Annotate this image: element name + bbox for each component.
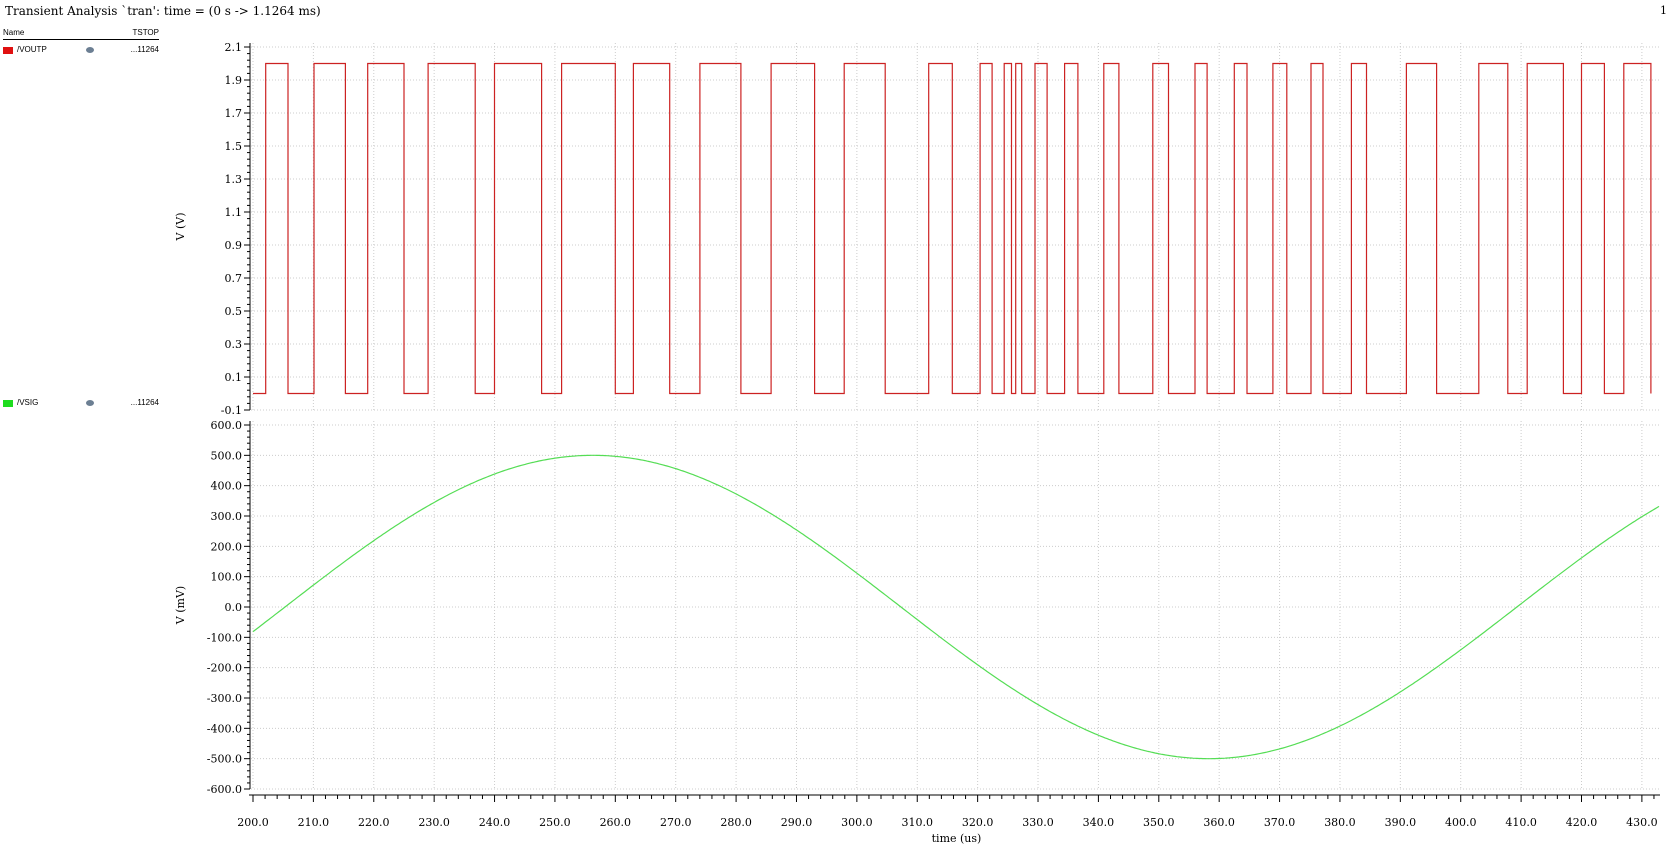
signal-row-vsig[interactable]: /VSIG ...11264 — [3, 398, 159, 410]
x-tick-label: 240.0 — [479, 816, 511, 829]
x-axis-label: time (us) — [932, 832, 982, 845]
y-tick-label: 2.1 — [225, 41, 243, 54]
y-tick-label: 1.9 — [225, 74, 243, 87]
x-tick-label: 210.0 — [298, 816, 330, 829]
x-tick-label: 380.0 — [1324, 816, 1356, 829]
x-tick-label: 230.0 — [418, 816, 450, 829]
y-tick-label: 1.1 — [225, 206, 243, 219]
x-tick-label: 250.0 — [539, 816, 571, 829]
y-tick-label: -300.0 — [207, 692, 242, 705]
y-tick-label: 100.0 — [211, 571, 243, 584]
x-tick-label: 390.0 — [1385, 816, 1417, 829]
window-title: Transient Analysis `tran': time = (0 s -… — [5, 4, 321, 18]
voutp-trace[interactable] — [253, 62, 1652, 395]
y-tick-label: 200.0 — [211, 540, 243, 553]
signal-row-voutp[interactable]: /VOUTP ...11264 — [3, 45, 159, 57]
signal-name: /VOUTP — [17, 45, 47, 54]
signal-color-swatch — [3, 47, 13, 54]
y-tick-label: 0.9 — [225, 239, 243, 252]
y-tick-label: 0.0 — [225, 601, 243, 614]
y-tick-label: 0.5 — [225, 305, 243, 318]
y-tick-label: -600.0 — [207, 783, 242, 796]
x-tick-label: 330.0 — [1022, 816, 1054, 829]
x-tick-label: 350.0 — [1143, 816, 1175, 829]
x-tick-label: 220.0 — [358, 816, 390, 829]
y-tick-label: 600.0 — [211, 419, 243, 432]
x-tick-label: 260.0 — [600, 816, 632, 829]
y-tick-label: -400.0 — [207, 722, 242, 735]
x-tick-label: 280.0 — [720, 816, 752, 829]
x-tick-label: 420.0 — [1566, 816, 1598, 829]
y-tick-label: -200.0 — [207, 662, 242, 675]
x-tick-label: 320.0 — [962, 816, 994, 829]
vsig-strip[interactable]: -600.0 -500.0 -400.0 -300.0 -200.0 -100.0 0.0 1… — [174, 419, 1660, 796]
y-tick-label: 1.7 — [225, 107, 243, 120]
x-tick-label: 340.0 — [1083, 816, 1115, 829]
y-tick-label: 400.0 — [211, 480, 243, 493]
x-tick-label: 300.0 — [841, 816, 873, 829]
y-tick-label: 0.3 — [225, 338, 243, 351]
page-number: 1 — [1660, 4, 1667, 17]
x-tick-label: 310.0 — [901, 816, 933, 829]
signal-value: ...11264 — [130, 398, 159, 407]
x-tick-label: 400.0 — [1445, 816, 1477, 829]
signal-list-header: Name TSTOP — [3, 28, 159, 40]
vsig-trace[interactable] — [252, 454, 1660, 760]
y-axis-label: V (mV) — [174, 586, 187, 625]
x-tick-label: 370.0 — [1264, 816, 1296, 829]
y-tick-label: -500.0 — [207, 753, 242, 766]
x-tick-label: 270.0 — [660, 816, 692, 829]
eye-icon[interactable] — [86, 47, 94, 53]
column-name-header: Name — [3, 28, 25, 37]
eye-icon[interactable] — [86, 400, 94, 406]
x-tick-label: 360.0 — [1203, 816, 1235, 829]
x-tick-label: 410.0 — [1505, 816, 1537, 829]
signal-value: ...11264 — [130, 45, 159, 54]
y-tick-label: 0.1 — [225, 371, 243, 384]
y-tick-label: 1.3 — [225, 173, 243, 186]
y-tick-label: 500.0 — [211, 449, 243, 462]
y-tick-label: -100.0 — [207, 631, 242, 644]
y-tick-label: -0.1 — [221, 404, 242, 417]
y-axis-label: V (V) — [174, 213, 187, 242]
signal-name: /VSIG — [17, 398, 39, 407]
y-tick-label: 0.7 — [225, 272, 243, 285]
signal-color-swatch — [3, 400, 13, 407]
x-tick-label: 430.0 — [1626, 816, 1658, 829]
column-tstop-header: TSTOP — [132, 28, 159, 37]
x-tick-label: 290.0 — [781, 816, 813, 829]
y-tick-label: 1.5 — [225, 140, 243, 153]
voutp-strip[interactable]: -0.1 0.1 0.3 0.5 0.7 0.9 1.1 1.3 1.5 1.7 1.9 2.1 V (… — [174, 41, 1660, 417]
x-tick-label: 200.0 — [237, 816, 269, 829]
y-tick-label: 300.0 — [211, 510, 243, 523]
